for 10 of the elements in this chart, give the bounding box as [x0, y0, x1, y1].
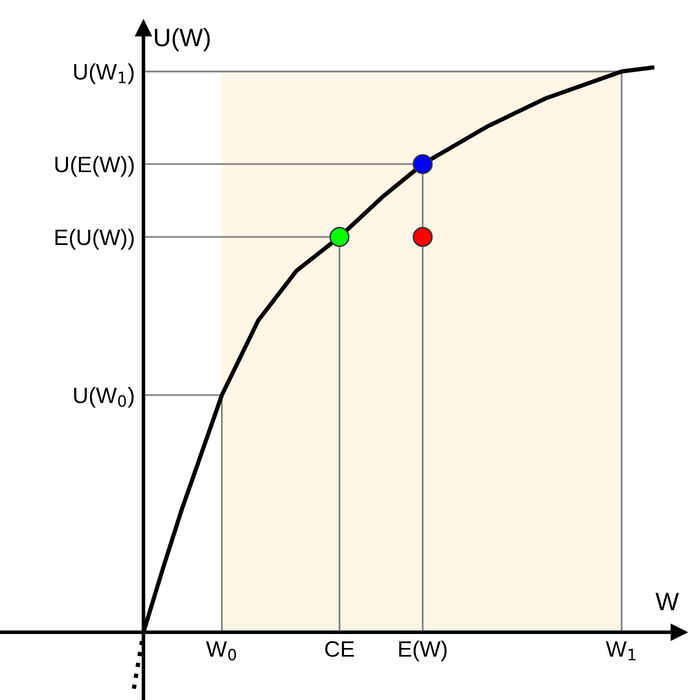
x-tick-label: CE [325, 641, 354, 657]
y-tick-label: U(W$_{0}$) [74, 386, 134, 408]
x-tick-label: E(W) [399, 640, 447, 662]
x-axis-title: W [656, 592, 679, 610]
y-axis-title: U(W) [154, 28, 210, 52]
y-tick-label: U(E(W)) [55, 156, 134, 177]
x-tick-label: W$_{1}$ [606, 641, 636, 660]
y-tick-label: E(U(W)) [55, 228, 134, 250]
y-tick-label: U(W$_{1}$) [74, 63, 134, 84]
x-tick-label: W$_{0}$ [206, 641, 236, 660]
